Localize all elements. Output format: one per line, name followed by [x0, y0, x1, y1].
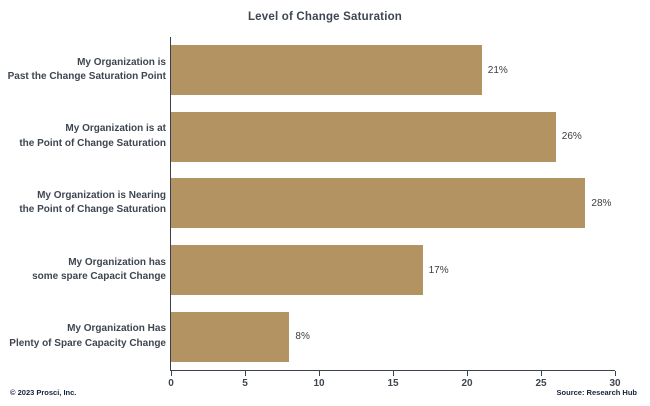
- x-axis-tick-label: 5: [242, 378, 248, 389]
- x-axis-tick-label: 0: [168, 378, 174, 389]
- value-label: 17%: [428, 264, 449, 276]
- value-label: 26%: [561, 131, 582, 143]
- x-axis-tick: [245, 371, 246, 376]
- category-label: My Organization is at the Point of Change…: [6, 104, 166, 171]
- category-label: My Organization is Nearing the Point of C…: [6, 170, 166, 237]
- category-label-line: the Point of Change Saturation: [19, 204, 166, 216]
- category-label-line: My Organization has: [68, 256, 166, 268]
- category-label-line: My Organization Has: [67, 323, 166, 335]
- category-label-line: My Organization is at: [65, 123, 166, 135]
- bar: [171, 111, 556, 162]
- x-axis-tick: [393, 371, 394, 376]
- x-axis-tick: [541, 371, 542, 376]
- value-label: 28%: [591, 197, 612, 209]
- bar-row: 21%: [171, 37, 615, 104]
- x-axis-tick-label: 15: [387, 378, 399, 389]
- bar-row: 28%: [171, 170, 615, 237]
- bar: [171, 311, 290, 362]
- bar: [171, 178, 586, 229]
- value-label: 8%: [295, 331, 310, 343]
- x-axis-tick-label: 25: [535, 378, 547, 389]
- bar-row: 26%: [171, 104, 615, 171]
- x-axis-tick: [467, 371, 468, 376]
- bar: [171, 45, 482, 96]
- source-text: Source: Research Hub: [556, 388, 637, 397]
- x-axis-tick: [171, 371, 172, 376]
- x-axis-tick-label: 30: [609, 378, 621, 389]
- copyright-text: © 2023 Prosci, Inc.: [10, 388, 77, 397]
- plot-area: 21% My Organization is Past the Change Sat…: [8, 37, 621, 389]
- category-label-line: the Point of Change Saturation: [19, 137, 166, 149]
- category-label-line: some spare Capacit Change: [32, 271, 166, 283]
- category-label-line: Plenty of Spare Capacity Change: [9, 337, 166, 349]
- category-label-line: Past the Change Saturation Point: [7, 71, 166, 83]
- x-axis-tick: [319, 371, 320, 376]
- chart-title: Level of Change Saturation: [247, 11, 403, 23]
- category-label: My Organization has some spare Capacit Ch…: [6, 237, 166, 304]
- category-label: My Organization Has Plenty of Spare Capac…: [6, 303, 166, 370]
- x-axis-tick-label: 10: [313, 378, 325, 389]
- value-label: 21%: [487, 64, 508, 76]
- category-label: My Organization is Past the Change Satura…: [6, 37, 166, 104]
- bar-row: 17%: [171, 237, 615, 304]
- bar: [171, 245, 423, 296]
- category-label-line: My Organization is: [77, 56, 166, 68]
- x-axis-tick: [615, 371, 616, 376]
- bar-row: 8%: [171, 303, 615, 370]
- x-axis-tick-label: 20: [461, 378, 473, 389]
- category-label-line: My Organization is Nearing: [37, 189, 166, 201]
